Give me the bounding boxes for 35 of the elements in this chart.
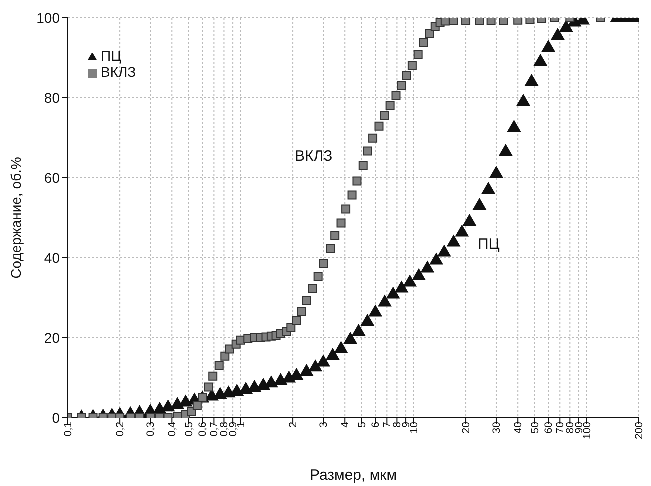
x-tick-label: 0,6 (197, 422, 210, 437)
x-tick-label: 60 (543, 422, 556, 434)
x-tick-label: 100 (581, 422, 594, 440)
annotation: ПЦ (478, 236, 500, 253)
x-tick-label: 4 (340, 422, 352, 428)
x-tick-label: 0,1 (62, 422, 74, 437)
x-tick-label: 7 (382, 422, 394, 428)
y-tick-label: 60 (44, 170, 60, 186)
x-tick-label: 0,2 (114, 422, 127, 437)
x-tick-label: 6 (370, 422, 382, 428)
x-tick-label: 50 (529, 422, 542, 434)
x-tick-label: 0,3 (144, 422, 157, 437)
x-tick-label: 200 (633, 422, 646, 440)
x-tick-label: 30 (490, 422, 503, 434)
y-tick-label: 40 (44, 250, 60, 266)
y-tick-label: 100 (36, 10, 60, 26)
x-tick-label: 20 (460, 422, 472, 434)
annotation: ВКЛЗ (295, 148, 333, 165)
legend-label: ПЦ (101, 48, 122, 64)
x-tick-label: 1 (235, 422, 248, 428)
y-tick-label: 20 (44, 330, 60, 346)
legend-label: ВКЛЗ (101, 64, 136, 80)
x-axis-title: Размер, мкм (310, 467, 398, 484)
x-tick-label: 10 (408, 422, 420, 434)
x-tick-label: 0,4 (166, 422, 179, 437)
y-tick-label: 80 (44, 90, 60, 106)
x-tick-label: 5 (356, 422, 368, 428)
y-axis-title: Содержание, об.% (8, 157, 24, 279)
x-tick-label: 0,5 (183, 422, 196, 437)
x-tick-label: 70 (554, 422, 567, 434)
x-tick-label: 40 (512, 422, 525, 434)
x-tick-label: 0,7 (208, 422, 221, 437)
y-tick-label: 0 (52, 410, 60, 426)
x-tick-label: 2 (288, 422, 300, 428)
x-tick-label: 3 (318, 422, 330, 428)
